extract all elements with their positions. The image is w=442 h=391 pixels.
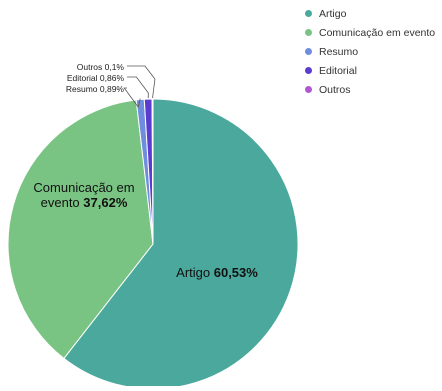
legend-item-outros[interactable]: Outros: [305, 80, 435, 99]
leader-line-outros: [127, 65, 156, 99]
legend-marker: [305, 48, 312, 55]
slice-label-outros: Outros 0,1%: [77, 62, 125, 72]
legend-label: Outros: [319, 83, 351, 96]
legend-marker: [305, 67, 312, 74]
pie-slice-comunica-o-em-evento[interactable]: [7, 99, 154, 360]
legend-label: Resumo: [319, 45, 359, 58]
legend-label: Editorial: [319, 64, 357, 77]
legend-item-artigo[interactable]: Artigo: [305, 4, 435, 23]
slice-label-artigo: Artigo 60,53%: [176, 265, 258, 280]
slice-label-comunica-o-em-evento: Comunicação em evento 37,62%: [33, 180, 134, 210]
legend-marker: [305, 86, 312, 93]
chart-legend: Artigo Comunicação em evento Resumo Edit…: [305, 4, 435, 99]
legend-item-comunicacao-em-evento[interactable]: Comunicação em evento: [305, 23, 435, 42]
legend-item-resumo[interactable]: Resumo: [305, 42, 435, 61]
leader-line-resumo: [123, 87, 141, 108]
slice-label-editorial: Editorial 0,86%: [67, 73, 125, 83]
legend-label: Comunicação em evento: [319, 26, 436, 39]
pie-slice-outros[interactable]: [151, 98, 154, 245]
legend-marker: [305, 29, 312, 36]
slice-label-resumo: Resumo 0,89%: [66, 84, 125, 94]
legend-item-editorial[interactable]: Editorial: [305, 61, 435, 80]
leader-line-editorial: [127, 76, 149, 99]
legend-marker: [305, 10, 312, 17]
legend-label: Artigo: [319, 7, 347, 20]
